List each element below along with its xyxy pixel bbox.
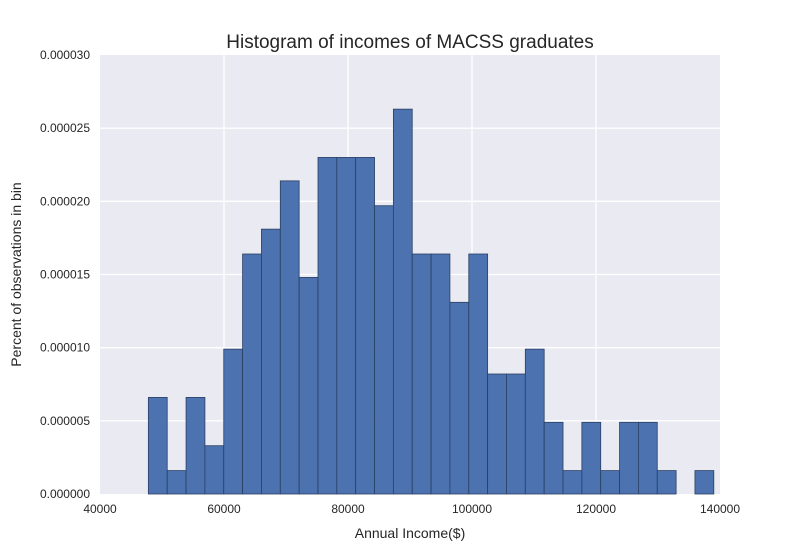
histogram-bar <box>600 470 620 495</box>
histogram-bar <box>355 157 375 495</box>
histogram-bar <box>619 421 639 495</box>
histogram-bar <box>430 253 451 495</box>
y-tick-label: 0.000005 <box>40 414 90 428</box>
y-tick-label: 0.000000 <box>40 487 90 501</box>
x-axis-label: Annual Income($) <box>355 525 466 541</box>
histogram-bar <box>487 373 507 495</box>
x-tick-label: 140000 <box>700 502 740 516</box>
histogram-bar <box>204 445 225 495</box>
histogram-bar <box>449 301 470 495</box>
x-tick-labels: 40000 60000 80000 100000 120000 140000 <box>83 502 740 516</box>
histogram-bar <box>374 205 394 495</box>
histogram-bar <box>656 470 677 495</box>
y-tick-label: 0.000015 <box>40 268 90 282</box>
x-tick-label: 60000 <box>207 502 241 516</box>
histogram-bar <box>543 421 564 495</box>
y-tick-label: 0.000030 <box>40 48 90 62</box>
histogram-bar <box>392 108 413 495</box>
x-tick-label: 40000 <box>83 502 117 516</box>
histogram-bar <box>185 397 206 495</box>
x-tick-label: 100000 <box>452 502 492 516</box>
histogram-bar <box>166 470 187 495</box>
histogram-bar <box>223 348 244 495</box>
y-tick-label: 0.000020 <box>40 194 90 208</box>
histogram-bar <box>261 228 281 495</box>
histogram-bar <box>562 470 583 495</box>
y-tick-labels: 0.000000 0.000005 0.000010 0.000015 0.000020… <box>40 48 90 501</box>
x-tick-label: 120000 <box>576 502 616 516</box>
histogram-bar <box>298 277 319 495</box>
histogram-bar <box>468 253 489 495</box>
histogram-bar <box>638 421 658 495</box>
y-axis-label: Percent of observations in bin <box>8 182 24 366</box>
chart-title: Histogram of incomes of MACSS graduates <box>226 32 594 53</box>
histogram-bar <box>147 397 168 495</box>
y-tick-label: 0.000025 <box>40 121 90 135</box>
x-tick-label: 80000 <box>331 502 365 516</box>
y-tick-label: 0.000010 <box>40 341 90 355</box>
histogram-bar <box>694 470 715 495</box>
histogram-bar <box>336 157 357 495</box>
histogram-bar <box>581 421 602 495</box>
histogram-bar <box>411 253 432 495</box>
histogram-bar <box>317 157 338 495</box>
histogram-bar <box>524 348 545 495</box>
histogram-bar <box>242 253 262 495</box>
histogram-bar <box>279 180 300 495</box>
histogram-bar <box>506 373 526 495</box>
histogram-bars <box>147 108 715 495</box>
